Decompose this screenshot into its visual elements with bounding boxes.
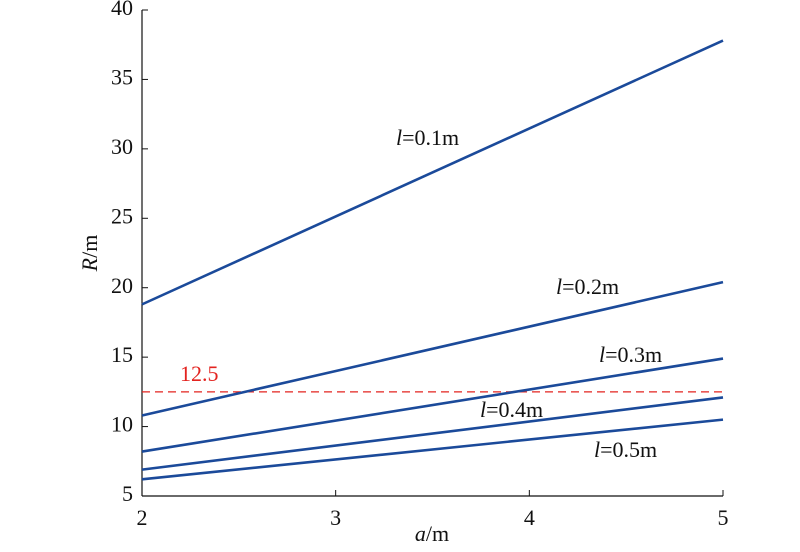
y-tick-label: 40 [111,0,133,20]
reference-label: 12.5 [180,361,219,386]
series-line [141,418,724,481]
y-tick-label: 25 [111,203,133,228]
series-label: l=0.4m [480,397,543,422]
y-axis-label: R/m [77,235,102,273]
series-line [141,280,724,417]
series-label: l=0.5m [594,437,657,462]
x-tick-label: 4 [524,505,535,530]
series-line [141,39,724,306]
y-tick-label: 5 [122,481,133,506]
series-line [141,396,724,471]
y-tick-label: 35 [111,64,133,89]
y-tick-label: 10 [111,412,133,437]
x-tick-label: 3 [330,505,341,530]
y-tick-label: 20 [111,273,133,298]
y-tick-label: 15 [111,342,133,367]
x-axis-label: a/m [415,521,449,546]
series-label: l=0.3m [599,342,662,367]
series-label: l=0.1m [396,125,459,150]
series-line [141,357,724,453]
y-tick-label: 30 [111,134,133,159]
series-label: l=0.2m [556,274,619,299]
x-tick-label: 5 [718,505,729,530]
x-tick-label: 2 [137,505,148,530]
